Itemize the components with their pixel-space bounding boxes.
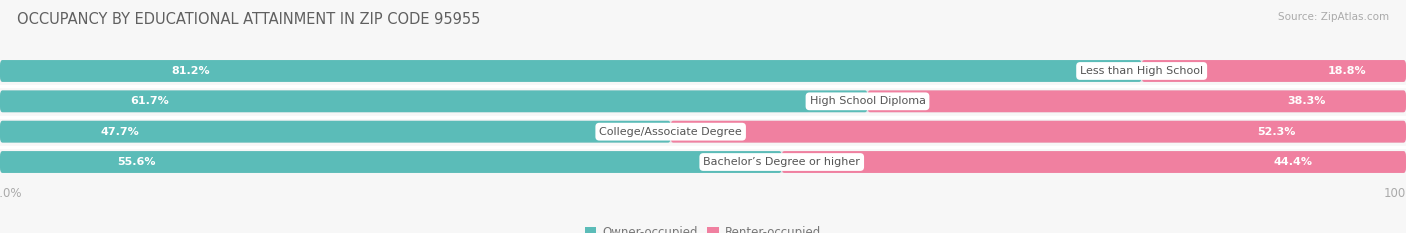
Text: 18.8%: 18.8%: [1327, 66, 1367, 76]
FancyBboxPatch shape: [782, 151, 1406, 173]
Text: College/Associate Degree: College/Associate Degree: [599, 127, 742, 137]
Text: 38.3%: 38.3%: [1286, 96, 1326, 106]
FancyBboxPatch shape: [0, 151, 1406, 173]
Text: 81.2%: 81.2%: [172, 66, 209, 76]
FancyBboxPatch shape: [0, 121, 671, 143]
Text: OCCUPANCY BY EDUCATIONAL ATTAINMENT IN ZIP CODE 95955: OCCUPANCY BY EDUCATIONAL ATTAINMENT IN Z…: [17, 12, 481, 27]
FancyBboxPatch shape: [671, 121, 1406, 143]
Legend: Owner-occupied, Renter-occupied: Owner-occupied, Renter-occupied: [579, 221, 827, 233]
FancyBboxPatch shape: [0, 151, 782, 173]
Text: 47.7%: 47.7%: [101, 127, 139, 137]
FancyBboxPatch shape: [0, 90, 868, 112]
Text: Less than High School: Less than High School: [1080, 66, 1204, 76]
Text: 55.6%: 55.6%: [117, 157, 156, 167]
FancyBboxPatch shape: [0, 121, 1406, 143]
FancyBboxPatch shape: [1142, 60, 1406, 82]
FancyBboxPatch shape: [0, 90, 1406, 112]
Text: High School Diploma: High School Diploma: [810, 96, 925, 106]
FancyBboxPatch shape: [868, 90, 1406, 112]
FancyBboxPatch shape: [0, 60, 1142, 82]
Text: 52.3%: 52.3%: [1257, 127, 1296, 137]
Text: Bachelor’s Degree or higher: Bachelor’s Degree or higher: [703, 157, 860, 167]
Text: 61.7%: 61.7%: [131, 96, 169, 106]
Text: Source: ZipAtlas.com: Source: ZipAtlas.com: [1278, 12, 1389, 22]
Text: 44.4%: 44.4%: [1274, 157, 1312, 167]
FancyBboxPatch shape: [0, 60, 1406, 82]
